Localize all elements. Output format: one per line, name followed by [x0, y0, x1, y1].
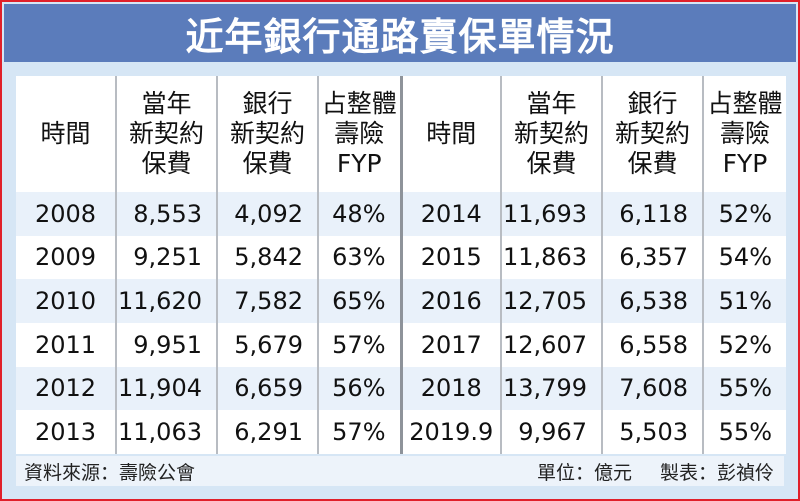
table-row: 2008 8,553 4,092 48% 2014 11,693 6,118 5… — [16, 192, 786, 236]
cell-annual-premium: 9,951 — [115, 322, 217, 367]
cell-annual-premium: 12,607 — [500, 322, 602, 367]
cell-bank-premium: 6,538 — [601, 279, 703, 323]
cell-time: 2011 — [16, 322, 116, 367]
header-share-right: 占整體 壽險 FYP — [702, 76, 786, 192]
table-row: 2011 9,951 5,679 57% 2017 12,607 6,558 5… — [16, 322, 786, 367]
cell-time: 2016 — [399, 279, 501, 323]
header-time-right: 時間 — [399, 76, 501, 192]
cell-share: 54% — [702, 235, 786, 280]
cell-bank-premium: 5,842 — [216, 235, 318, 280]
cell-time: 2012 — [16, 366, 116, 411]
header-annual-premium-right: 當年 新契約 保費 — [500, 76, 602, 192]
cell-share: 48% — [317, 192, 401, 236]
cell-annual-premium: 9,967 — [500, 410, 602, 454]
cell-share: 52% — [702, 322, 786, 367]
data-table: 時間 當年 新契約 保費 銀行 新契約 保費 占整體 壽險 FYP 時間 當年 新契約 保費 銀… — [16, 76, 786, 454]
cell-time: 2017 — [399, 322, 501, 367]
cell-time: 2013 — [16, 410, 116, 454]
cell-annual-premium: 9,251 — [115, 235, 217, 280]
cell-share: 55% — [702, 410, 786, 454]
cell-time: 2014 — [399, 192, 501, 236]
cell-bank-premium: 6,659 — [216, 366, 318, 411]
cell-time: 2008 — [16, 192, 116, 236]
cell-annual-premium: 11,620 — [115, 279, 217, 323]
table-row: 2013 11,063 6,291 57% 2019.9 9,967 5,503… — [16, 410, 786, 454]
cell-share: 57% — [317, 410, 401, 454]
author-credit: 製表：彭禎伶 — [659, 461, 774, 484]
cell-time: 2015 — [399, 235, 501, 280]
header-time-left: 時間 — [16, 76, 116, 192]
cell-bank-premium: 7,582 — [216, 279, 318, 323]
cell-bank-premium: 7,608 — [601, 366, 703, 411]
footer-right: 單位：億元 製表：彭禎伶 — [537, 458, 784, 485]
cell-share: 57% — [317, 322, 401, 367]
cell-bank-premium: 6,357 — [601, 235, 703, 280]
cell-share: 63% — [317, 235, 401, 280]
unit-label: 單位：億元 — [536, 461, 632, 484]
table-row: 2009 9,251 5,842 63% 2015 11,863 6,357 5… — [16, 235, 786, 280]
data-source: 資料來源：壽險公會 — [24, 461, 196, 484]
title-bar: 近年銀行通路賣保單情況 — [4, 4, 796, 62]
cell-bank-premium: 6,291 — [216, 410, 318, 454]
cell-bank-premium: 6,558 — [601, 322, 703, 367]
header-bank-premium-left: 銀行 新契約 保費 — [216, 76, 318, 192]
footer: 資料來源：壽險公會 單位：億元 製表：彭禎伶 — [16, 456, 784, 486]
header-share-left: 占整體 壽險 FYP — [317, 76, 401, 192]
page-title: 近年銀行通路賣保單情況 — [185, 14, 615, 59]
cell-share: 65% — [317, 279, 401, 323]
cell-time: 2019.9 — [399, 410, 501, 454]
cell-time: 2010 — [16, 279, 116, 323]
cell-time: 2018 — [399, 366, 501, 411]
cell-annual-premium: 13,799 — [500, 366, 602, 411]
data-table-container: 時間 當年 新契約 保費 銀行 新契約 保費 占整體 壽險 FYP 時間 當年 新契約 保費 銀… — [16, 76, 786, 454]
cell-share: 55% — [702, 366, 786, 411]
table-row: 2010 11,620 7,582 65% 2016 12,705 6,538 … — [16, 279, 786, 323]
table-row: 2012 11,904 6,659 56% 2018 13,799 7,608 … — [16, 366, 786, 411]
cell-annual-premium: 11,693 — [500, 192, 602, 236]
cell-annual-premium: 11,904 — [115, 366, 217, 411]
header-annual-premium-left: 當年 新契約 保費 — [115, 76, 217, 192]
table-header-row: 時間 當年 新契約 保費 銀行 新契約 保費 占整體 壽險 FYP 時間 當年 新契約 保費 銀… — [16, 76, 786, 192]
cell-annual-premium: 11,863 — [500, 235, 602, 280]
cell-bank-premium: 4,092 — [216, 192, 318, 236]
cell-bank-premium: 6,118 — [601, 192, 703, 236]
header-bank-premium-right: 銀行 新契約 保費 — [601, 76, 703, 192]
cell-annual-premium: 11,063 — [115, 410, 217, 454]
cell-bank-premium: 5,679 — [216, 322, 318, 367]
cell-time: 2009 — [16, 235, 116, 280]
cell-annual-premium: 12,705 — [500, 279, 602, 323]
cell-share: 56% — [317, 366, 401, 411]
cell-share: 52% — [702, 192, 786, 236]
cell-share: 51% — [702, 279, 786, 323]
cell-annual-premium: 8,553 — [115, 192, 217, 236]
cell-bank-premium: 5,503 — [601, 410, 703, 454]
